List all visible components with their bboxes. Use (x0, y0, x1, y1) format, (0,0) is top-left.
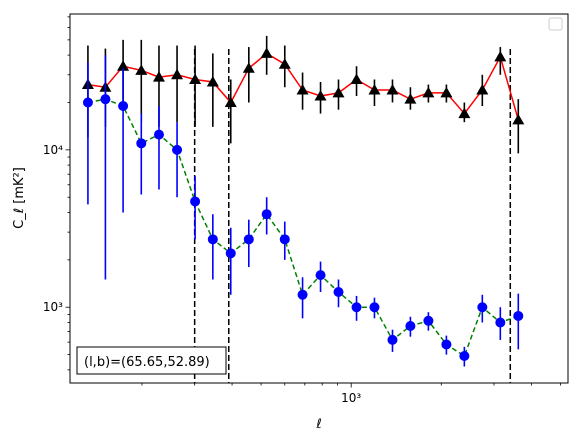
data-point (423, 315, 434, 326)
data-point (172, 144, 183, 155)
data-point (100, 94, 111, 105)
series-2 (82, 55, 524, 367)
data-point (459, 350, 470, 361)
data-point (136, 138, 147, 149)
y-tick-label: 10³ (43, 300, 63, 314)
data-point (332, 86, 345, 98)
data-point (387, 334, 398, 345)
data-point (297, 289, 308, 300)
data-point (278, 58, 291, 69)
data-point (369, 302, 380, 313)
legend-box (548, 17, 563, 31)
data-point (243, 234, 254, 245)
plot-frame (69, 13, 569, 384)
data-point (441, 339, 452, 350)
y-tick-label: 10⁴ (43, 143, 63, 157)
data-point (494, 50, 507, 62)
data-point (135, 64, 148, 75)
data-point (368, 84, 381, 95)
annotation-frame (76, 346, 227, 375)
data-point (315, 270, 326, 281)
data-point (440, 86, 453, 98)
data-point (477, 302, 488, 313)
data-point (242, 62, 255, 73)
data-point (152, 71, 165, 82)
data-point (118, 100, 129, 111)
data-point (404, 93, 417, 104)
data-point (422, 86, 435, 98)
data-point (171, 68, 184, 80)
data-point (350, 73, 363, 84)
data-point (82, 97, 93, 108)
series-1 (81, 35, 525, 154)
data-point (513, 310, 524, 321)
x-tick-label: 10³ (341, 391, 361, 405)
data-point (351, 302, 362, 313)
data-point (386, 84, 399, 95)
data-point (225, 248, 236, 259)
data-point (261, 209, 272, 220)
data-point (314, 89, 327, 101)
data-point (190, 196, 201, 207)
data-point (260, 47, 273, 58)
annotation-text: (l,b)=(65.65,52.89) (84, 355, 210, 370)
data-point (458, 107, 471, 119)
data-point (279, 234, 290, 245)
series-layer (81, 35, 525, 367)
data-point (405, 320, 416, 331)
data-point (512, 113, 525, 125)
data-point (207, 234, 218, 245)
data-point (117, 60, 130, 71)
annotation-box: (l,b)=(65.65,52.89) (76, 346, 227, 375)
y-axis-label: C_ℓ [mK²] (12, 167, 27, 229)
data-point (476, 84, 489, 95)
data-point (224, 96, 237, 107)
data-point (189, 73, 202, 84)
data-point (296, 84, 309, 95)
x-axis-label: ℓ (315, 417, 321, 432)
data-point (153, 129, 164, 140)
data-point (495, 317, 506, 328)
data-point (333, 286, 344, 297)
data-point (206, 75, 219, 87)
